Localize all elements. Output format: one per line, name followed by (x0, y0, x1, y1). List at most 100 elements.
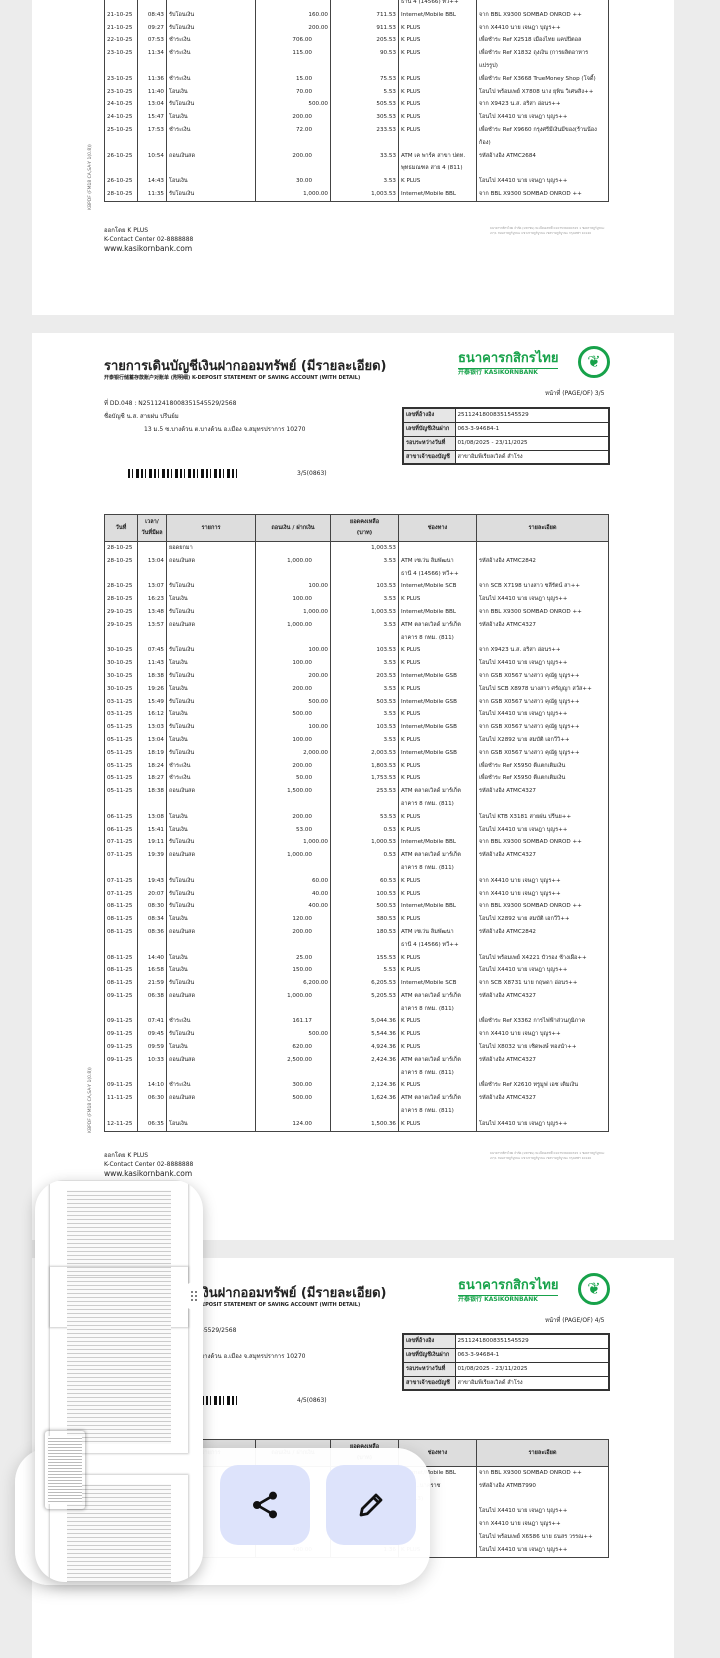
details-cell: จาก SCB X8731 นาย กฤษดา อ่อนร++ (476, 977, 609, 990)
info-row: รอบระหว่างวันที่ 01/08/2025 - 23/11/2025 (402, 435, 610, 451)
date-cell: 28-10-25 (104, 554, 138, 581)
table-row: 23-10-25 11:40 โอนเงิน 70.00 5.53 K PLUS โอนไป… (104, 85, 609, 99)
channel-cell: Internet/Mobile GSB (398, 721, 477, 734)
description-cell: รับโอนเงิน (166, 836, 256, 850)
details-cell: รหัสอ้างอิง ATMC4327 (476, 989, 609, 1016)
channel-cell: K PLUS (398, 98, 477, 112)
time-cell: 11:40 (137, 85, 167, 99)
details-cell: โอนไป X4410 นาย เจษฎา บุญร++ (476, 593, 609, 606)
deposit-amount: 1,000.00 (255, 187, 331, 202)
details-cell: โอนไป X4410 นาย เจษฎา บุญร++ (476, 823, 609, 837)
withdrawal-amount: 500.00 (255, 708, 331, 722)
share-button[interactable] (220, 1465, 310, 1545)
description-cell: รับโอนเงิน (166, 900, 256, 914)
website-link[interactable]: www.kasikornbank.com (104, 1169, 193, 1178)
withdrawal-amount: 100.00 (255, 733, 331, 747)
table-row: 25-10-25 17:53 ชำระเงิน 72.00 233.53 K PLUS เพ… (104, 123, 609, 150)
deposit-amount (255, 541, 331, 555)
time-cell: 13:48 (137, 605, 167, 619)
column-header: ช่องทาง (398, 514, 477, 542)
channel-cell: K PLUS (398, 72, 477, 86)
withdrawal-amount: 72.00 (255, 123, 331, 150)
time-cell: 19:26 (137, 682, 167, 696)
column-header: เวลา/ วันที่มีผล (137, 514, 167, 542)
withdrawal-amount: 300.00 (255, 1079, 331, 1093)
website-link[interactable]: www.kasikornbank.com (104, 244, 193, 253)
details-cell: โอนไป X8032 นาย เชิดพงษ์ ทองนำ++ (476, 1041, 609, 1054)
balance-cell: 503.53 (330, 695, 399, 709)
balance-cell: 53.53 (330, 810, 399, 824)
info-row: เลขที่อ้างอิง 25112418008351545529 (402, 1333, 610, 1349)
table-row: 08-11-25 16:58 โอนเงิน 150.00 5.53 K PLUS โอนไ… (104, 964, 609, 978)
info-value: สาขาอิมพีเรียลเวิลด์ สำโรง (454, 449, 610, 465)
date-cell: 03-11-25 (104, 708, 138, 722)
details-cell: โอนไป X4410 นาย เจษฎา บุญร++ (476, 657, 609, 670)
info-label: เลขที่อ้างอิง (402, 1333, 456, 1349)
date-cell: 08-11-25 (104, 964, 138, 978)
balance-cell: 3.53 (330, 175, 399, 188)
table-row: 23-10-25 11:36 ชำระเงิน 15.00 75.53 K PLUS เพื… (104, 72, 609, 86)
time-cell: 14:43 (137, 175, 167, 188)
date-cell: 30-10-25 (104, 644, 138, 658)
deposit-amount (255, 0, 331, 9)
screenshot-preview[interactable] (35, 1180, 203, 1582)
time-cell: 07:41 (137, 1015, 167, 1029)
document-number: ที่ DD.048 : N25112418008351545529/2568 (104, 400, 237, 407)
edit-button[interactable] (326, 1465, 416, 1545)
date-cell: 07-11-25 (104, 874, 138, 888)
description-cell: ถอนเงินสด (166, 1053, 256, 1080)
balance-cell (330, 0, 399, 9)
withdrawal-amount: 200.00 (255, 759, 331, 773)
drag-handle[interactable] (184, 1282, 204, 1310)
table-row: 21-10-25 08:43 รับโอนเงิน 160.00 711.53 Inter… (104, 8, 609, 22)
balance-cell: 911.53 (330, 21, 399, 35)
info-row: เลขที่บัญชีเงินฝาก 063-3-94684-1 (402, 1347, 610, 1363)
withdrawal-amount: 25.00 (255, 951, 331, 965)
time-cell: 08:30 (137, 900, 167, 914)
channel-cell: ATM เซเว่น ลิมพัฒนา ธานี 4 (14566) ทวี++ (398, 925, 477, 952)
info-label: เลขที่บัญชีเงินฝาก (402, 1347, 456, 1363)
time-cell: 11:36 (137, 72, 167, 86)
details-cell: รหัสอ้างอิง ATMC4327 (476, 1053, 609, 1080)
channel-cell: Internet/Mobile SCB (398, 977, 477, 990)
table-row: 08-11-25 08:34 โอนเงิน 120.00 380.53 K PLUS โอ… (104, 913, 609, 926)
table-row: 05-11-25 18:24 ชำระเงิน 200.00 1,803.53 K PLU… (104, 759, 609, 773)
channel-cell: Internet/Mobile BBL (398, 836, 477, 850)
channel-cell: ATM ตลาดเวิลด์ มาร์เก็ต อาคาร 8 กทม. (81… (398, 1092, 477, 1118)
time-cell: 10:33 (137, 1053, 167, 1080)
withdrawal-amount: 1,500.00 (255, 785, 331, 811)
date-cell (104, 0, 138, 9)
info-row: สาขาเจ้าของบัญชี สาขาอิมพีเรียลเวิลด์ สำโ… (402, 449, 610, 465)
details-cell: จาก X4410 นาย เจษฎา บุญร++ (476, 1028, 609, 1042)
withdrawal-amount: 1,000.00 (255, 849, 331, 875)
description-cell: โอนเงิน (166, 1041, 256, 1054)
date-cell: 06-11-25 (104, 823, 138, 837)
description-cell: รับโอนเงิน (166, 98, 256, 112)
time-cell: 13:04 (137, 733, 167, 747)
info-value: 01/08/2025 - 23/11/2025 (454, 1361, 610, 1377)
details-cell: โอนไป X4410 นาย เจษฎา บุญร++ (476, 1117, 609, 1132)
table-row: 05-11-25 18:19 รับโอนเงิน 2,000.00 2,003.53 I… (104, 746, 609, 760)
table-row: 28-10-25 13:07 รับโอนเงิน 100.00 103.53 Inter… (104, 580, 609, 594)
description-cell: ถอนเงินสด (166, 785, 256, 811)
description-cell: โอนเงิน (166, 733, 256, 747)
channel-cell: Internet/Mobile GSB (398, 695, 477, 709)
deposit-amount: 200.00 (255, 669, 331, 683)
deposit-amount: 500.00 (255, 98, 331, 112)
time-cell: 18:24 (137, 759, 167, 773)
date-cell: 28-10-25 (104, 187, 138, 202)
contact-center: K-Contact Center 02-8888888 (104, 236, 194, 243)
balance-cell: 33.53 (330, 149, 399, 176)
description-cell: รับโอนเงิน (166, 721, 256, 734)
date-cell: 08-11-25 (104, 925, 138, 952)
date-cell: 26-10-25 (104, 149, 138, 176)
date-cell: 05-11-25 (104, 785, 138, 811)
withdrawal-amount: 200.00 (255, 111, 331, 124)
balance-cell: 0.53 (330, 849, 399, 875)
balance-cell: 100.53 (330, 887, 399, 901)
channel-cell: K PLUS (398, 874, 477, 888)
channel-cell: ATM ตลาดเวิลด์ มาร์เก็ต อาคาร 8 กทม. (81… (398, 1053, 477, 1080)
table-row: 23-10-25 11:34 ชำระเงิน 115.00 90.53 K PLUS เพ… (104, 47, 609, 73)
description-cell: ชำระเงิน (166, 772, 256, 786)
details-cell: รหัสอ้างอิง ATMC2684 (476, 149, 609, 176)
